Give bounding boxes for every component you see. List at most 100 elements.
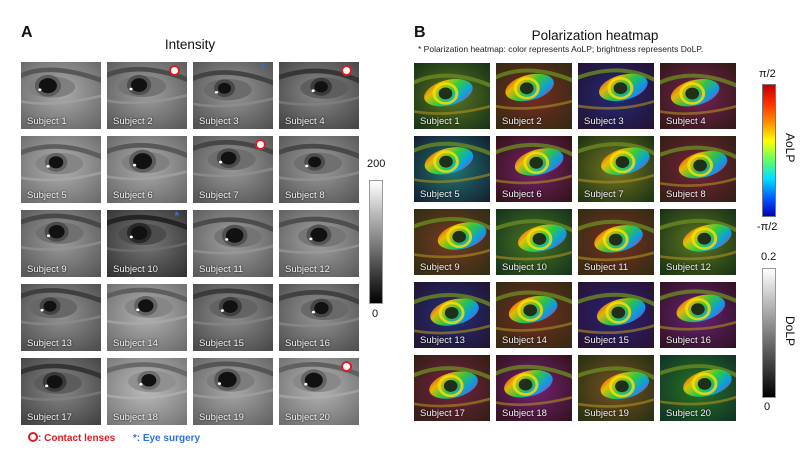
subject-label: Subject 4 xyxy=(666,116,706,127)
polarization-image: Subject 4 xyxy=(660,63,736,129)
intensity-image: Subject 6 xyxy=(107,136,187,203)
subject-label: Subject 15 xyxy=(199,338,244,349)
polarization-image: Subject 19 xyxy=(578,355,654,421)
subject-label: Subject 11 xyxy=(584,262,629,273)
subject-label: Subject 1 xyxy=(420,116,460,127)
eye-polarization-photo xyxy=(414,355,490,421)
intensity-image: Subject 9 xyxy=(21,210,101,277)
intensity-image: Subject 17 xyxy=(21,358,101,425)
aolp-colorbar xyxy=(762,84,776,217)
subject-label: Subject 6 xyxy=(113,190,153,201)
subject-label: Subject 18 xyxy=(502,408,547,419)
legend-lens-text: : Contact lenses xyxy=(38,433,116,444)
intensity-colorbar-max: 200 xyxy=(367,158,386,170)
polarization-image: Subject 15 xyxy=(578,282,654,348)
intensity-image: Subject 13 xyxy=(21,284,101,351)
polarization-image: Subject 20 xyxy=(660,355,736,421)
panel-b-title: Polarization heatmap xyxy=(531,28,659,43)
subject-label: Subject 8 xyxy=(285,190,325,201)
eye-surgery-icon: * xyxy=(174,210,179,223)
polarization-image: Subject 8 xyxy=(660,136,736,202)
subject-label: Subject 8 xyxy=(666,189,706,200)
eye-polarization-photo xyxy=(496,136,572,202)
eye-polarization-photo xyxy=(660,355,736,421)
eye-photo xyxy=(107,358,187,425)
intensity-image: Subject 19 xyxy=(193,358,273,425)
subject-label: Subject 5 xyxy=(27,190,67,201)
eye-polarization-photo xyxy=(660,209,736,275)
eye-polarization-photo xyxy=(496,282,572,348)
intensity-image: Subject 18 xyxy=(107,358,187,425)
subject-label: Subject 15 xyxy=(584,335,629,346)
polarization-image: Subject 11 xyxy=(578,209,654,275)
eye-photo xyxy=(193,358,273,425)
polarization-image: Subject 9 xyxy=(414,209,490,275)
aolp-colorbar-max: π/2 xyxy=(759,68,776,80)
eye-polarization-photo xyxy=(578,209,654,275)
contact-lens-icon xyxy=(169,65,180,76)
subject-label: Subject 2 xyxy=(502,116,542,127)
panel-a-letter: A xyxy=(21,24,33,41)
intensity-grid: Subject 1 Subject 2 xyxy=(21,62,359,425)
polarization-image: Subject 7 xyxy=(578,136,654,202)
panel-a-title: Intensity xyxy=(164,37,216,52)
eye-polarization-photo xyxy=(414,209,490,275)
polarization-image: Subject 14 xyxy=(496,282,572,348)
aolp-colorbar-min: -π/2 xyxy=(757,221,778,233)
polarization-image: Subject 6 xyxy=(496,136,572,202)
eye-photo xyxy=(193,210,273,277)
subject-label: Subject 18 xyxy=(113,412,158,423)
subject-label: Subject 13 xyxy=(420,335,465,346)
intensity-image: Subject 4 xyxy=(279,62,359,129)
intensity-image: Subject 8 xyxy=(279,136,359,203)
dolp-axis-label: DoLP xyxy=(783,316,797,347)
intensity-image: Subject 20 xyxy=(279,358,359,425)
subject-label: Subject 19 xyxy=(584,408,629,419)
intensity-image: Subject 12 xyxy=(279,210,359,277)
intensity-image: Subject 1 xyxy=(21,62,101,129)
subject-label: Subject 12 xyxy=(666,262,711,273)
eye-photo xyxy=(107,284,187,351)
eye-photo xyxy=(107,136,187,203)
subject-label: Subject 16 xyxy=(666,335,711,346)
intensity-colorbar-min: 0 xyxy=(372,308,379,320)
polarization-image: Subject 16 xyxy=(660,282,736,348)
subject-label: Subject 7 xyxy=(584,189,624,200)
polarization-image: Subject 10 xyxy=(496,209,572,275)
eye-photo xyxy=(21,62,101,129)
eye-surgery-icon: * xyxy=(260,62,265,75)
legend: : Contact lenses *: Eye surgery xyxy=(28,432,200,444)
eye-polarization-photo xyxy=(414,63,490,129)
subject-label: Subject 9 xyxy=(27,264,67,275)
intensity-image: Subject 15 xyxy=(193,284,273,351)
contact-lens-icon xyxy=(341,361,352,372)
eye-photo xyxy=(21,210,101,277)
intensity-image: Subject 14 xyxy=(107,284,187,351)
eye-photo xyxy=(279,210,359,277)
subject-label: Subject 16 xyxy=(285,338,330,349)
intensity-image: Subject 16 xyxy=(279,284,359,351)
panel-b-letter: B xyxy=(414,24,426,41)
eye-polarization-photo xyxy=(578,136,654,202)
polarization-image: Subject 2 xyxy=(496,63,572,129)
dolp-colorbar xyxy=(762,268,776,398)
subject-label: Subject 5 xyxy=(420,189,460,200)
polarization-image: Subject 5 xyxy=(414,136,490,202)
intensity-image: Subject 3 * xyxy=(193,62,273,129)
intensity-colorbar xyxy=(369,180,383,304)
subject-label: Subject 9 xyxy=(420,262,460,273)
eye-photo xyxy=(21,136,101,203)
subject-label: Subject 14 xyxy=(113,338,158,349)
eye-polarization-photo xyxy=(414,282,490,348)
eye-photo xyxy=(193,284,273,351)
intensity-image: Subject 5 xyxy=(21,136,101,203)
polarization-image: Subject 12 xyxy=(660,209,736,275)
intensity-image: Subject 11 xyxy=(193,210,273,277)
eye-polarization-photo xyxy=(578,63,654,129)
subject-label: Subject 12 xyxy=(285,264,330,275)
polarization-image: Subject 17 xyxy=(414,355,490,421)
eye-polarization-photo xyxy=(414,136,490,202)
eye-polarization-photo xyxy=(496,63,572,129)
intensity-image: Subject 7 xyxy=(193,136,273,203)
eye-photo xyxy=(21,358,101,425)
